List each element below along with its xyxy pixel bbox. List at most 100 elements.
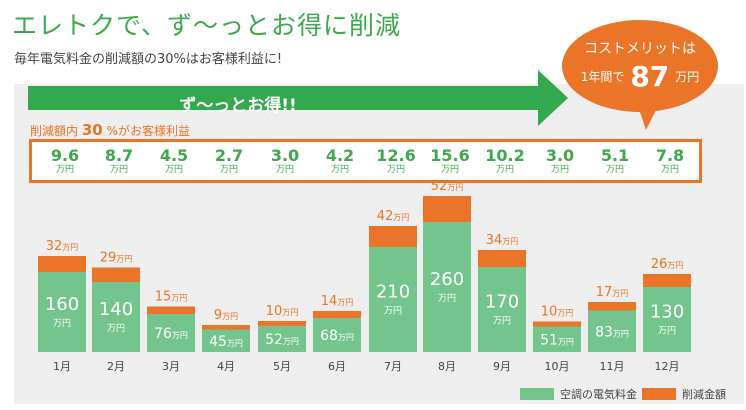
- legend-swatch-green: [520, 388, 554, 400]
- customer-savings-item: 2.7 万円: [209, 148, 249, 176]
- bar-reduction: [643, 274, 691, 287]
- bar-electricity: [92, 282, 140, 352]
- bar-value-unit: 万円: [384, 306, 402, 317]
- month-label: 12月: [655, 360, 680, 373]
- reduction-value-label: 9万円: [214, 308, 238, 323]
- month-label: 6月: [328, 360, 346, 373]
- customer-savings-value: 3.0: [270, 146, 300, 165]
- customer-savings-value: 10.2: [485, 146, 525, 165]
- customer-savings-unit: 万円: [330, 165, 349, 175]
- bar-electricity: [313, 318, 361, 352]
- customer-savings-unit: 万円: [164, 165, 183, 175]
- month-label: 9月: [493, 360, 511, 373]
- customer-savings-item: 3.0 万円: [540, 148, 580, 176]
- savings-note-pct: 30: [81, 121, 103, 139]
- reduction-value-label: 10万円: [541, 305, 574, 320]
- arrow-label: ず〜っとお得!!: [179, 96, 297, 116]
- customer-savings-item: 8.7 万円: [99, 148, 139, 176]
- month-label: 8月: [438, 360, 456, 373]
- customer-savings-unit: 万円: [550, 165, 569, 175]
- customer-savings-item: 12.6 万円: [376, 148, 416, 176]
- customer-savings-unit: 万円: [660, 165, 679, 175]
- bar-electricity: [588, 310, 636, 352]
- savings-note: 削減額内 30 %がお客様利益: [30, 121, 190, 139]
- bar-electricity: [423, 222, 471, 352]
- reduction-value-label: 10万円: [266, 304, 299, 319]
- bar-value-label: 160: [45, 294, 79, 315]
- legend-label-reduction: 削減金額: [682, 388, 726, 401]
- customer-savings-value: 12.6: [376, 146, 416, 165]
- bar-electricity: [147, 314, 195, 352]
- bar-electricity: [478, 267, 526, 352]
- customer-savings-item: 10.2 万円: [485, 148, 525, 176]
- reduction-value-label: 15万円: [155, 290, 188, 305]
- customer-savings-value: 15.6: [430, 146, 470, 165]
- customer-savings-value: 4.2: [325, 146, 355, 165]
- bar-reduction: [202, 325, 250, 330]
- bar-value-unit: 万円: [53, 318, 71, 329]
- bar-electricity: [258, 326, 306, 352]
- cost-merit-bubble: [562, 20, 718, 130]
- reduction-value-label: 26万円: [651, 257, 684, 272]
- bar-reduction: [258, 321, 306, 326]
- bar-reduction: [147, 306, 195, 314]
- legend-item-reduction: 削減金額: [642, 386, 726, 402]
- customer-savings-item: 7.8 万円: [650, 148, 690, 176]
- bar-reduction: [478, 250, 526, 267]
- customer-savings-item: 4.5 万円: [154, 148, 194, 176]
- reduction-value-label: 32万円: [46, 239, 79, 254]
- bar-reduction: [38, 256, 86, 272]
- bubble-unit: 万円: [675, 70, 700, 84]
- bar-electricity: [369, 247, 417, 352]
- reduction-value-label: 14万円: [321, 294, 354, 309]
- month-label: 2月: [107, 360, 125, 373]
- month-label: 4月: [217, 360, 235, 373]
- bar-value-label: 260: [430, 269, 464, 290]
- bar-reduction: [533, 321, 581, 327]
- bar-value-unit: 万円: [493, 316, 511, 327]
- page-title: エレトクで、ず〜っとお得に削減: [12, 11, 402, 40]
- reduction-value-label: 52万円: [431, 179, 464, 194]
- bar-reduction: [313, 311, 361, 318]
- reduction-value-label: 42万円: [377, 209, 410, 224]
- month-label: 3月: [162, 360, 180, 373]
- customer-savings-item: 3.0 万円: [265, 148, 305, 176]
- bar-reduction: [423, 196, 471, 222]
- bar-reduction: [588, 302, 636, 311]
- customer-savings-unit: 万円: [55, 165, 74, 175]
- customer-savings-value: 5.1: [600, 146, 630, 165]
- bar-electricity: [643, 287, 691, 352]
- month-label: 5月: [273, 360, 291, 373]
- customer-savings-unit: 万円: [275, 165, 294, 175]
- reduction-value-label: 17万円: [596, 285, 629, 300]
- green-arrow-banner: [28, 70, 568, 126]
- bar-value-label: 210: [376, 282, 410, 303]
- bar-value-label: 170: [485, 292, 519, 313]
- page-subtitle: 毎年電気料金の削減額の30%はお客様利益に!: [14, 52, 283, 67]
- legend-swatch-orange: [642, 388, 676, 400]
- customer-savings-value: 2.7: [214, 146, 244, 165]
- bar-reduction: [92, 267, 140, 282]
- legend-label-electricity: 空調の電気料金: [560, 388, 637, 401]
- bubble-line2: 1年間で 87 万円: [562, 60, 718, 93]
- bubble-line1: コストメリットは: [584, 41, 696, 57]
- customer-savings-unit: 万円: [109, 165, 128, 175]
- bar-value-label: 130: [650, 302, 684, 323]
- customer-savings-item: 9.6 万円: [45, 148, 85, 176]
- customer-savings-value: 9.6: [50, 146, 80, 165]
- month-label: 7月: [384, 360, 402, 373]
- bar-electricity: [533, 326, 581, 352]
- customer-savings-value: 8.7: [104, 146, 134, 165]
- month-label: 1月: [53, 360, 71, 373]
- bubble-prefix: 1年間で: [580, 70, 625, 84]
- bar-electricity: [202, 329, 250, 352]
- savings-note-suffix: %がお客様利益: [106, 124, 190, 138]
- customer-savings-box: 9.6 万円 8.7 万円 4.5 万円 2.7 万円 3.0 万円 4.2 万円 12.6 万円 15.6…: [29, 139, 702, 183]
- bar-value-label: 140: [99, 299, 133, 320]
- customer-savings-item: 5.1 万円: [595, 148, 635, 176]
- bubble-amount: 87: [630, 60, 670, 93]
- customer-savings-value: 4.5: [159, 146, 189, 165]
- bar-value-unit: 万円: [658, 326, 676, 337]
- customer-savings-unit: 万円: [386, 165, 405, 175]
